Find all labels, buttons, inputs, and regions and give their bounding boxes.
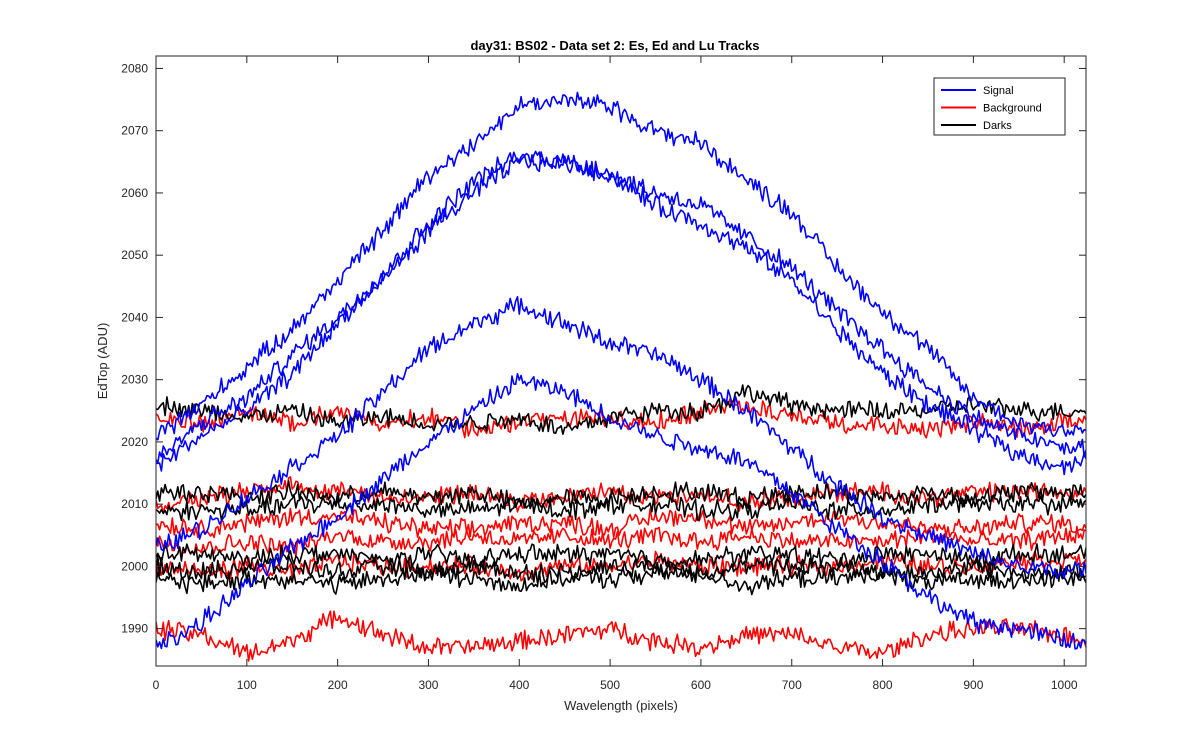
signal-series-line-3 — [156, 151, 1086, 476]
darks-series-line-3 — [156, 493, 1086, 522]
y-tick-label: 2030 — [121, 373, 148, 387]
legend-label-darks: Darks — [983, 120, 1012, 132]
x-tick-label: 600 — [691, 678, 711, 692]
x-tick-label: 400 — [509, 678, 529, 692]
y-tick-label: 2010 — [121, 497, 148, 511]
ticks-layer: 0 100 200 300 400 500 600 700 800 900 1000 1990 2000… — [121, 56, 1086, 692]
signal-series-line-1 — [156, 91, 1086, 441]
x-tick-label: 700 — [782, 678, 802, 692]
signal-series-line-2 — [156, 150, 1086, 464]
chart-title: day31: BS02 - Data set 2: Es, Ed and Lu … — [470, 38, 759, 53]
series-layer — [156, 91, 1086, 662]
x-tick-label: 100 — [237, 678, 257, 692]
signal-series-line-4 — [156, 295, 1086, 579]
y-tick-label: 2000 — [121, 559, 148, 573]
y-axis-label: EdTop (ADU) — [95, 323, 110, 400]
darks-series-line-6 — [156, 561, 1086, 596]
x-tick-label: 500 — [600, 678, 620, 692]
axes-box — [155, 55, 1087, 667]
y-tick-label: 2080 — [121, 61, 148, 75]
y-tick-label: 2050 — [121, 248, 148, 262]
legend-label-signal: Signal — [983, 85, 1014, 97]
x-tick-label: 300 — [418, 678, 438, 692]
signal-series-line-5 — [156, 372, 1086, 650]
y-tick-label: 2070 — [121, 124, 148, 138]
darks-series-line-5 — [156, 554, 1086, 584]
y-tick-label: 2060 — [121, 186, 148, 200]
y-tick-label: 2020 — [121, 435, 148, 449]
x-tick-label: 800 — [873, 678, 893, 692]
x-tick-label: 0 — [153, 678, 160, 692]
darks-series-line-2 — [156, 480, 1086, 510]
x-tick-label: 1000 — [1051, 678, 1078, 692]
x-tick-label: 900 — [963, 678, 983, 692]
legend-label-background: Background — [983, 103, 1042, 115]
x-tick-label: 200 — [328, 678, 348, 692]
legend: Signal Background Darks — [933, 77, 1066, 136]
y-tick-label: 2040 — [121, 310, 148, 324]
y-tick-label: 1990 — [121, 622, 148, 636]
background-series-line-6 — [156, 610, 1086, 662]
background-series-line-5 — [156, 550, 1086, 582]
darks-series-line-4 — [156, 543, 1086, 572]
x-axis-label: Wavelength (pixels) — [564, 698, 678, 713]
background-series-line-3 — [156, 507, 1086, 539]
